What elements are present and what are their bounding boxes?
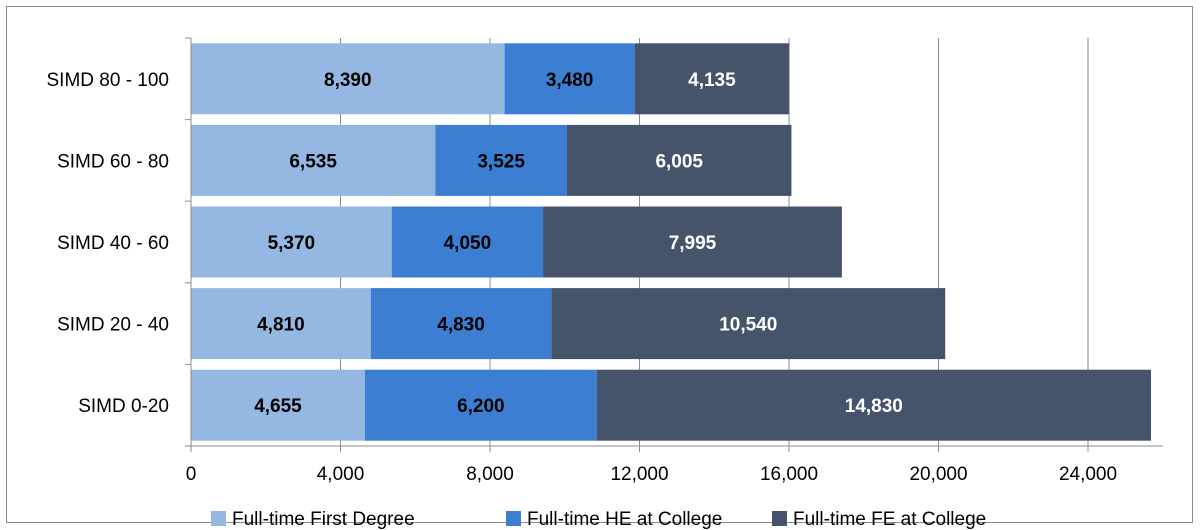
category-labels: SIMD 80 - 100 SIMD 60 - 80 SIMD 40 - 60 SIM…	[47, 70, 170, 417]
bar-segment	[191, 43, 505, 115]
data-label: 6,535	[289, 151, 337, 172]
axes	[185, 37, 1163, 452]
data-label: 6,200	[457, 396, 505, 417]
x-tick-label: 0	[186, 464, 197, 485]
category-label: SIMD 0-20	[78, 396, 169, 417]
data-label: 3,480	[546, 70, 594, 91]
bar-segment	[191, 124, 436, 196]
legend-label: Full-time First Degree	[232, 509, 415, 530]
category-label: SIMD 40 - 60	[57, 233, 169, 254]
category-label: SIMD 60 - 80	[57, 151, 169, 172]
bar-segment	[504, 43, 635, 115]
category-label: SIMD 20 - 40	[57, 315, 169, 336]
bar-segment	[543, 206, 842, 278]
x-tick-label: 24,000	[1059, 464, 1117, 485]
legend-label: Full-time FE at College	[793, 509, 986, 530]
data-label: 4,135	[688, 70, 736, 91]
bar-segment	[596, 369, 1151, 441]
bar-segment	[191, 288, 371, 360]
bar-segment	[634, 43, 790, 115]
bar-segment	[364, 369, 597, 441]
data-label: 7,995	[669, 233, 717, 254]
data-label: 10,540	[719, 315, 777, 336]
bar-segment	[191, 206, 392, 278]
data-label: 5,370	[268, 233, 316, 254]
bar-segment	[566, 124, 792, 196]
legend-swatch	[211, 511, 226, 526]
data-label: 3,525	[477, 151, 525, 172]
data-label: 6,005	[655, 151, 703, 172]
data-label: 4,810	[257, 315, 305, 336]
bar-segment	[191, 369, 365, 441]
bar-segment	[551, 288, 946, 360]
x-tick-labels: 0 4,000 8,000 12,000 16,000 20,000 24,000	[186, 464, 1117, 485]
data-label: 4,050	[444, 233, 492, 254]
bars: 8,390 3,480 4,135 6,535 3,525 6,005 5,370 4,050…	[191, 43, 1151, 441]
data-label: 8,390	[324, 70, 372, 91]
legend-label: Full-time HE at College	[527, 509, 722, 530]
bar-segment	[435, 124, 567, 196]
x-tick-label: 16,000	[760, 464, 818, 485]
bar-segment	[391, 206, 544, 278]
data-label: 4,655	[254, 396, 302, 417]
legend: Full-time First Degree Full-time HE at Co…	[211, 509, 986, 530]
data-label: 14,830	[845, 396, 903, 417]
legend-swatch	[772, 511, 787, 526]
x-tick-label: 20,000	[909, 464, 967, 485]
category-label: SIMD 80 - 100	[47, 70, 170, 91]
x-tick-label: 4,000	[317, 464, 365, 485]
legend-swatch	[506, 511, 521, 526]
bar-segment	[370, 288, 552, 360]
x-tick-label: 8,000	[466, 464, 514, 485]
data-label: 4,830	[437, 315, 485, 336]
x-tick-label: 12,000	[610, 464, 668, 485]
